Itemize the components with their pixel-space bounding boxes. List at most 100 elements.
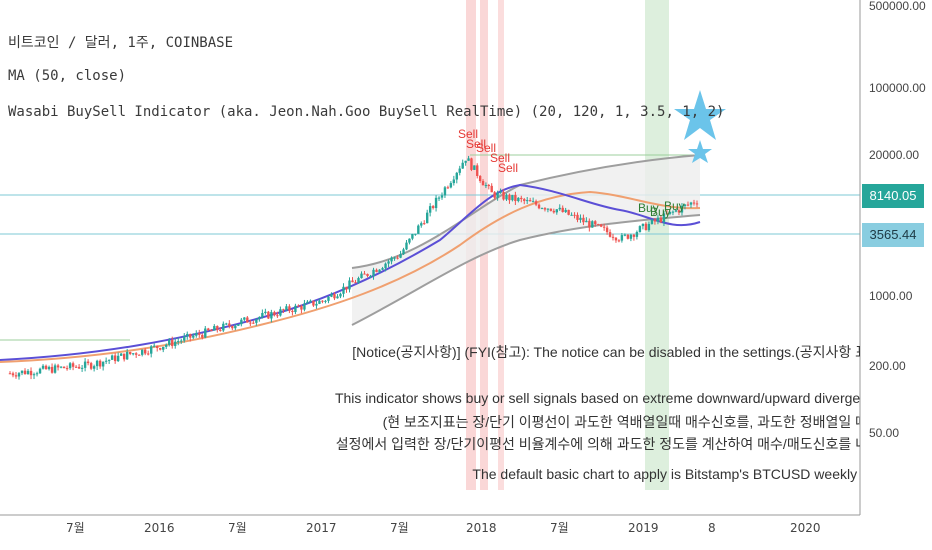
candle-body: [464, 160, 467, 163]
candle-body: [573, 214, 576, 216]
star-icon: [688, 140, 712, 163]
candle-body: [417, 225, 420, 234]
candle-body: [390, 257, 393, 262]
candle-body: [255, 319, 258, 323]
candle-body: [405, 242, 408, 250]
candle-body: [620, 235, 624, 241]
candle-body: [635, 232, 639, 237]
candle-body: [351, 280, 354, 283]
candle-body: [680, 205, 684, 213]
candle-body: [207, 328, 210, 331]
candle-body: [74, 366, 78, 368]
candle-body: [425, 212, 429, 224]
buy-signal-label: Buy: [650, 205, 671, 219]
candle-body: [285, 306, 288, 311]
buy-zone: [645, 0, 669, 490]
candle-body: [369, 275, 372, 277]
candle-body: [555, 209, 558, 213]
candle-body: [446, 187, 450, 189]
candle-body: [484, 185, 488, 187]
candle-body: [44, 365, 48, 370]
candle-body: [246, 317, 249, 323]
candle-body: [487, 185, 491, 187]
candle-body: [363, 273, 366, 275]
star-icon: [674, 90, 726, 140]
candle-body: [402, 249, 405, 255]
time-axis-ticks[interactable]: 7월 2016 7월 2017 7월 2018 7월 2019 8 2020: [66, 521, 821, 535]
candle-body: [131, 353, 135, 355]
time-tick: 2017: [306, 521, 337, 535]
candle-body: [357, 278, 360, 283]
candle-body: [147, 353, 150, 355]
candle-body: [423, 223, 426, 225]
candle-body: [186, 333, 189, 337]
candle-body: [588, 220, 591, 228]
price-axis[interactable]: [860, 0, 932, 515]
legend-ma[interactable]: MA (50, close): [8, 68, 127, 84]
candle-body: [585, 220, 588, 223]
candle-body: [641, 223, 645, 227]
candle-body: [481, 181, 485, 186]
candle-body: [674, 210, 678, 212]
candle-body: [617, 240, 621, 242]
candle-body: [420, 223, 423, 226]
candle-body: [258, 317, 261, 320]
candle-body: [339, 293, 342, 297]
candle-body: [204, 328, 207, 338]
candle-body: [318, 300, 321, 304]
candle-body: [381, 268, 384, 270]
candle-body: [20, 370, 24, 374]
candle-body: [366, 273, 369, 277]
candle-body: [662, 213, 666, 223]
price-tick: 1000.00: [869, 289, 913, 303]
candle-body: [210, 330, 213, 332]
candle-body: [478, 175, 482, 182]
candle-body: [576, 214, 579, 220]
candle-body: [219, 329, 222, 331]
candle-body: [665, 213, 669, 215]
candle-body: [514, 194, 517, 202]
time-tick: 7월: [550, 521, 569, 535]
candle-body: [312, 300, 315, 306]
candle-body: [437, 197, 441, 199]
candle-body: [180, 340, 183, 342]
candle-body: [303, 303, 306, 310]
candle-body: [611, 236, 615, 238]
candle-body: [195, 333, 198, 336]
band-fill: [352, 155, 700, 325]
candle-body: [86, 361, 90, 364]
candle-body: [294, 305, 297, 313]
time-tick: 2016: [144, 521, 175, 535]
candle-body: [264, 311, 267, 314]
candle-body: [582, 217, 585, 223]
band-lower: [351, 214, 701, 326]
candle-body: [231, 326, 234, 329]
legend-indicator[interactable]: Wasabi BuySell Indicator (aka. Jeon.Nah.…: [8, 104, 725, 120]
sell-signal-label: Sell: [498, 161, 518, 175]
candle-body: [8, 373, 12, 375]
buy-signal-label: Buy: [638, 201, 659, 215]
candle-body: [591, 221, 594, 228]
candle-body: [276, 315, 279, 317]
candle-body: [686, 204, 690, 206]
candle-body: [511, 194, 514, 201]
candle-body: [517, 197, 520, 202]
long-ma-line: [0, 190, 701, 363]
candle-body: [92, 366, 96, 369]
candle-body: [110, 355, 114, 360]
candle-body: [336, 296, 339, 299]
candle-body: [689, 202, 693, 205]
candle-body: [315, 303, 318, 306]
legend-symbol[interactable]: 비트코인 / 달러, 1주, COINBASE: [8, 35, 234, 51]
time-tick: 2018: [466, 521, 497, 535]
candle-body: [168, 340, 171, 345]
candle-body: [201, 334, 204, 338]
candle-body: [567, 209, 570, 215]
candle-body: [467, 158, 470, 161]
candle-body: [599, 224, 603, 227]
candle-body: [333, 294, 336, 299]
candle-body: [502, 191, 505, 200]
candle-body: [171, 340, 174, 346]
candle-body: [408, 238, 411, 243]
